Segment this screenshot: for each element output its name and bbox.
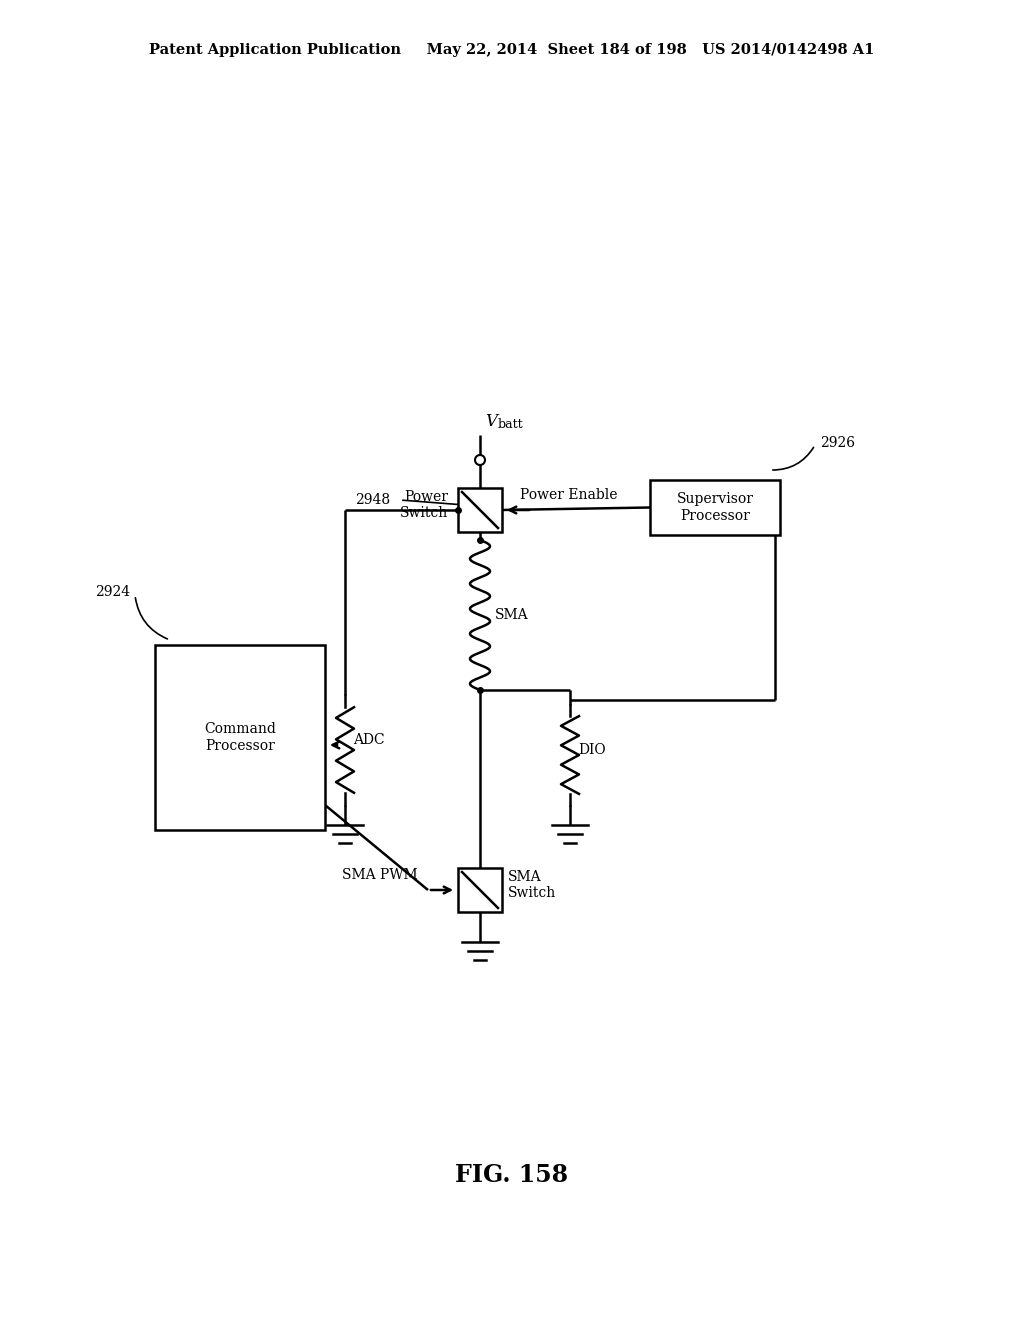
Text: Command
Processor: Command Processor (204, 722, 275, 752)
Text: SMA PWM: SMA PWM (342, 869, 418, 882)
Text: Patent Application Publication     May 22, 2014  Sheet 184 of 198   US 2014/0142: Patent Application Publication May 22, 2… (150, 44, 874, 57)
Text: V: V (485, 413, 497, 430)
Bar (458, 488, 502, 532)
Bar (458, 869, 502, 912)
Text: SMA: SMA (495, 609, 528, 622)
Text: DIO: DIO (578, 743, 605, 756)
Text: ADC: ADC (353, 733, 385, 747)
Text: 2924: 2924 (95, 585, 130, 599)
Text: 2926: 2926 (820, 436, 855, 450)
Text: batt: batt (498, 417, 523, 430)
Text: Power Enable: Power Enable (520, 488, 617, 502)
Text: Supervisor
Processor: Supervisor Processor (677, 492, 754, 523)
Text: FIG. 158: FIG. 158 (456, 1163, 568, 1187)
Bar (155, 645, 325, 830)
Text: SMA
Switch: SMA Switch (508, 870, 556, 900)
Text: Power
Switch: Power Switch (399, 490, 449, 520)
Bar (650, 480, 780, 535)
Text: 2948: 2948 (355, 492, 390, 507)
